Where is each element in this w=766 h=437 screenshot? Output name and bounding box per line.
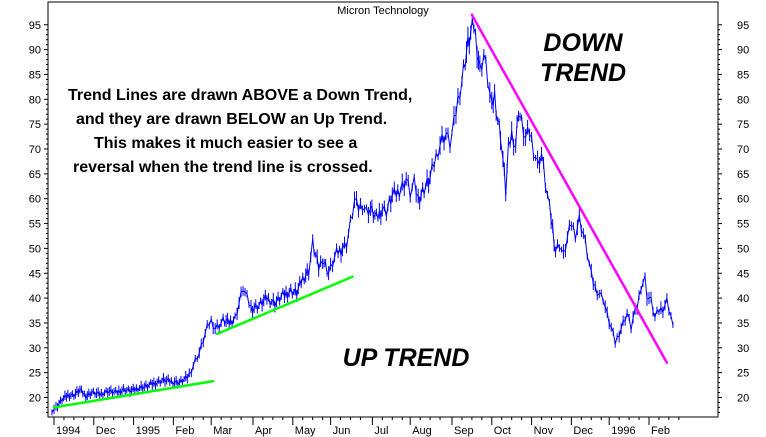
y-axis-right: 20 25 30 35 40 45 50 55 60 65 70 75 80 85 90 95 bbox=[718, 20, 749, 413]
trend-line-2 bbox=[215, 275, 354, 336]
down-trend-label-line-1: DOWN bbox=[543, 29, 623, 57]
x-tick-label: 1996 bbox=[611, 425, 635, 437]
x-tick-label: Mar bbox=[213, 425, 232, 437]
chart-title: Micron Technology bbox=[337, 5, 429, 17]
y-tick-label-right: 40 bbox=[737, 293, 749, 305]
y-tick-label-right: 35 bbox=[737, 318, 749, 330]
y-tick-label-left: 70 bbox=[29, 144, 41, 156]
y-tick-label-left: 85 bbox=[29, 69, 41, 81]
y-tick-label-left: 45 bbox=[29, 268, 41, 280]
y-tick-label-right: 45 bbox=[737, 268, 749, 280]
down-trend-label-line-2: TREND bbox=[540, 59, 626, 87]
x-tick-label: Feb bbox=[651, 425, 670, 437]
y-tick-label-right: 55 bbox=[737, 219, 749, 231]
y-tick-label-left: 25 bbox=[29, 368, 41, 380]
y-tick-label-left: 60 bbox=[29, 194, 41, 206]
price-series bbox=[51, 13, 674, 416]
y-tick-label-left: 95 bbox=[29, 20, 41, 32]
note-line-3: This makes it much easier to see a bbox=[94, 135, 357, 152]
x-tick-label: 1995 bbox=[136, 425, 160, 437]
y-tick-label-left: 55 bbox=[29, 219, 41, 231]
y-tick-label-left: 50 bbox=[29, 243, 41, 255]
y-tick-label-right: 20 bbox=[737, 393, 749, 405]
x-tick-label: Oct bbox=[494, 425, 511, 437]
y-tick-label-left: 20 bbox=[29, 393, 41, 405]
x-tick-label: May bbox=[295, 425, 316, 437]
y-tick-label-left: 80 bbox=[29, 94, 41, 106]
price-line bbox=[51, 19, 674, 413]
x-tick-label: Jun bbox=[333, 425, 351, 437]
y-tick-label-right: 80 bbox=[737, 94, 749, 106]
x-tick-label: Sep bbox=[454, 425, 474, 437]
note-line-1: Trend Lines are drawn ABOVE a Down Trend… bbox=[68, 87, 412, 104]
x-tick-label: Aug bbox=[412, 425, 432, 437]
y-tick-label-right: 25 bbox=[737, 368, 749, 380]
y-tick-label-right: 70 bbox=[737, 144, 749, 156]
y-tick-label-right: 90 bbox=[737, 45, 749, 57]
x-tick-label: Jul bbox=[374, 425, 388, 437]
note-line-2: and they are drawn BELOW an Up Trend. bbox=[76, 111, 387, 128]
trend-line-3 bbox=[470, 13, 669, 364]
y-tick-label-left: 75 bbox=[29, 119, 41, 131]
y-tick-label-right: 65 bbox=[737, 169, 749, 181]
y-tick-label-left: 90 bbox=[29, 45, 41, 57]
y-tick-label-left: 35 bbox=[29, 318, 41, 330]
x-tick-label: Nov bbox=[534, 425, 554, 437]
note-line-4: reversal when the trend line is crossed. bbox=[73, 159, 373, 176]
up-trend-label: UP TREND bbox=[343, 344, 470, 372]
y-tick-label-left: 40 bbox=[29, 293, 41, 305]
y-tick-label-right: 75 bbox=[737, 119, 749, 131]
trend-lines bbox=[52, 13, 669, 409]
y-tick-label-right: 50 bbox=[737, 243, 749, 255]
x-tick-label: Feb bbox=[175, 425, 194, 437]
x-tick-label: Apr bbox=[255, 425, 272, 437]
trend-line-1 bbox=[52, 379, 215, 409]
x-tick-label: 1994 bbox=[56, 425, 80, 437]
y-axis-left: 20 25 30 35 40 45 50 55 60 65 70 75 80 85 90 95 bbox=[29, 20, 48, 413]
y-tick-label-left: 65 bbox=[29, 169, 41, 181]
y-tick-label-right: 30 bbox=[737, 343, 749, 355]
y-tick-label-right: 95 bbox=[737, 20, 749, 32]
y-tick-label-left: 30 bbox=[29, 343, 41, 355]
y-tick-label-right: 60 bbox=[737, 194, 749, 206]
y-tick-label-right: 85 bbox=[737, 69, 749, 81]
x-axis: 1994 Dec 1995 Feb Mar Apr May Jun Jul Aug Sep Oct No… bbox=[53, 417, 680, 437]
x-tick-label: Dec bbox=[573, 425, 593, 437]
x-tick-label: Dec bbox=[96, 425, 116, 437]
